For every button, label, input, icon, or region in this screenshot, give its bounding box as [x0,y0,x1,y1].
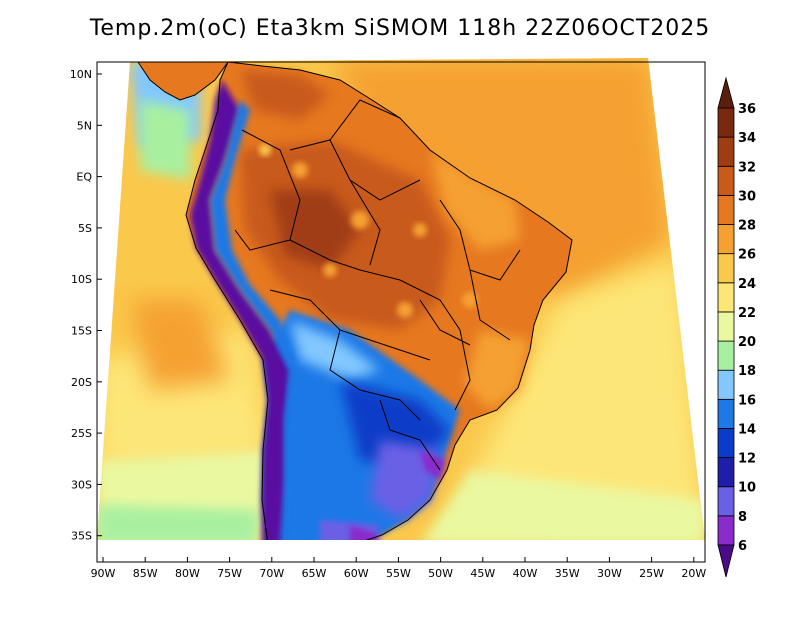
colorbar-label: 12 [738,452,756,467]
lon-tick-label: 20W [681,567,706,580]
colorbar-segment [717,486,735,517]
colorbar-segment [717,515,735,546]
colorbar-label: 28 [738,219,756,234]
lat-tick-label: 15S [71,325,92,338]
atlantic-south-zone [470,260,705,540]
pacific-green-north [140,100,190,180]
lon-tick-label: 75W [217,567,242,580]
colorbar-max-arrow [717,76,735,109]
lon-tick-label: 25W [639,567,664,580]
lat-tick-label: 10S [71,273,92,286]
atlantic-cool-zone [420,470,705,540]
lon-tick-label: 60W [344,567,369,580]
lat-tick-label: 35S [71,530,92,543]
colorbar-label: 6 [738,539,747,554]
colorbar-label: 34 [738,131,756,146]
colorbar-segment [717,340,735,371]
map-frame [96,61,706,563]
colorbar-label: 24 [738,277,756,292]
lat-tick-label: 25S [71,427,92,440]
colorbar-segment [717,369,735,400]
lat-tick-label: 20S [71,376,92,389]
pacific-warm-patch [130,300,230,390]
central-america [137,61,229,101]
lon-tick-label: 80W [175,567,200,580]
lon-tick-label: 85W [133,567,158,580]
lon-tick-label: 70W [259,567,284,580]
country-borders [185,61,573,540]
colorbar-label: 30 [738,189,756,204]
atlantic-warm-zone [330,58,670,300]
lon-tick-label: 55W [386,567,411,580]
model-domain [97,58,705,540]
colorbar-segment [717,428,735,459]
lat-tick-label: 10N [70,68,92,81]
colorbar-segment [717,253,735,284]
colorbar-label: 8 [738,510,747,525]
longitude-axis: 90W 85W 80W 75W 70W 65W 60W 55W 50W 45W 40W 35W 30W 2… [91,557,706,580]
latitude-axis: 10N 5N EQ 5S 10S 15S 20S 25S 30S 35S [70,68,102,543]
colorbar-label: 26 [738,248,756,263]
pacific-mid-zone [97,330,270,470]
lat-tick-label: 5S [78,222,92,235]
map-title: Temp.2m(oC) Eta3km SiSMOM 118h 22Z06OCT2… [89,16,711,41]
lat-tick-label: 5N [77,119,92,132]
colorbar-segment [717,194,735,225]
colorbar-segment [717,457,735,488]
colorbar: 6 8 10 12 14 16 18 20 22 24 26 28 30 32 34 36 [717,76,756,578]
colorbar-segment [717,165,735,196]
lon-tick-label: 45W [470,567,495,580]
colorbar-label: 18 [738,364,756,379]
lon-tick-label: 90W [91,567,116,580]
lat-tick-label: EQ [76,171,92,184]
colorbar-segment [717,282,735,313]
colorbar-label: 20 [738,335,756,350]
pacific-cool-zone [97,505,260,540]
lon-tick-label: 65W [302,567,327,580]
colorbar-label: 14 [738,422,756,437]
colorbar-min-arrow [717,544,735,578]
colorbar-segment [717,136,735,167]
colorbar-segment [717,311,735,342]
colorbar-segment [717,224,735,255]
lon-tick-label: 50W [428,567,453,580]
colorbar-label: 10 [738,481,756,496]
colorbar-label: 32 [738,160,756,175]
lon-tick-label: 30W [597,567,622,580]
colorbar-label: 22 [738,306,756,321]
lon-tick-label: 40W [513,567,538,580]
lon-tick-label: 35W [555,567,580,580]
colorbar-segment [717,107,735,138]
colorbar-label: 36 [738,102,756,117]
colorbar-label: 16 [738,393,756,408]
lat-tick-label: 30S [71,478,92,491]
colorbar-segment [717,398,735,429]
